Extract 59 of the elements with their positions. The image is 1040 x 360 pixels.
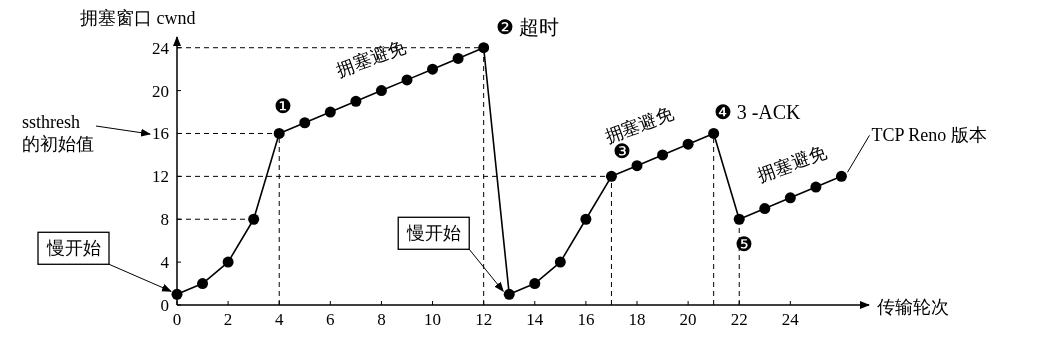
- y-tick-label: 8: [160, 210, 169, 230]
- y-axis-title: 拥塞窗口 cwnd: [80, 8, 196, 28]
- x-tick-label: 24: [781, 310, 800, 329]
- annotation: 慢开始: [406, 223, 462, 244]
- y-tick-label: 16: [152, 124, 169, 144]
- x-tick-label: 8: [377, 310, 386, 329]
- x-tick-label: 18: [628, 310, 646, 329]
- y-tick-label: 24: [152, 38, 170, 58]
- x-tick-label: 4: [274, 310, 284, 329]
- point: [605, 170, 617, 182]
- annotation: 拥塞避免: [333, 36, 409, 81]
- point: [631, 160, 643, 172]
- point: [529, 278, 541, 290]
- annotation: ❶: [274, 95, 293, 118]
- point: [375, 85, 387, 97]
- y-tick-label: 0: [160, 296, 169, 315]
- y-tick-label: 4: [160, 253, 170, 273]
- point: [324, 106, 336, 118]
- x-tick-label: 2: [223, 310, 233, 329]
- point: [580, 213, 592, 225]
- annotation: 慢开始: [46, 238, 101, 259]
- x-tick-label: 20: [679, 310, 697, 329]
- annotation: ❷ 超时: [495, 15, 559, 38]
- annotation: ❺: [735, 233, 754, 256]
- point: [682, 138, 694, 150]
- x-axis-title: 传输轮次: [877, 297, 949, 317]
- x-tick-label: 14: [526, 310, 544, 329]
- point: [427, 63, 439, 75]
- text: ssthresh 的初始值: [22, 112, 94, 154]
- y-tick-label: 20: [152, 81, 169, 101]
- point: [222, 256, 234, 268]
- point: [503, 288, 515, 300]
- x-tick-label: 12: [475, 310, 493, 329]
- point: [197, 278, 209, 290]
- point: [835, 170, 847, 182]
- annotation: ❹ 3 -ACK: [713, 101, 802, 124]
- x-tick-label: 6: [326, 310, 335, 329]
- point: [478, 42, 490, 54]
- point: [452, 52, 464, 64]
- point: [733, 213, 745, 225]
- annotation: 拥塞避免: [754, 142, 830, 186]
- y-tick-label: 12: [152, 167, 169, 187]
- point: [784, 192, 796, 204]
- point: [350, 95, 362, 107]
- point: [248, 213, 260, 225]
- point: [299, 117, 311, 129]
- x-tick-label: 0: [172, 310, 182, 329]
- x-tick-label: 22: [730, 310, 748, 329]
- point: [708, 127, 720, 139]
- x-tick-label: 10: [424, 310, 442, 329]
- x-tick-label: 16: [577, 310, 595, 329]
- point: [401, 74, 413, 86]
- point: [759, 203, 771, 215]
- point: [810, 181, 822, 193]
- point: [657, 149, 669, 161]
- point: [273, 127, 285, 139]
- point: [554, 256, 566, 268]
- annotation: TCP Reno 版本: [871, 125, 987, 146]
- point: [171, 288, 183, 300]
